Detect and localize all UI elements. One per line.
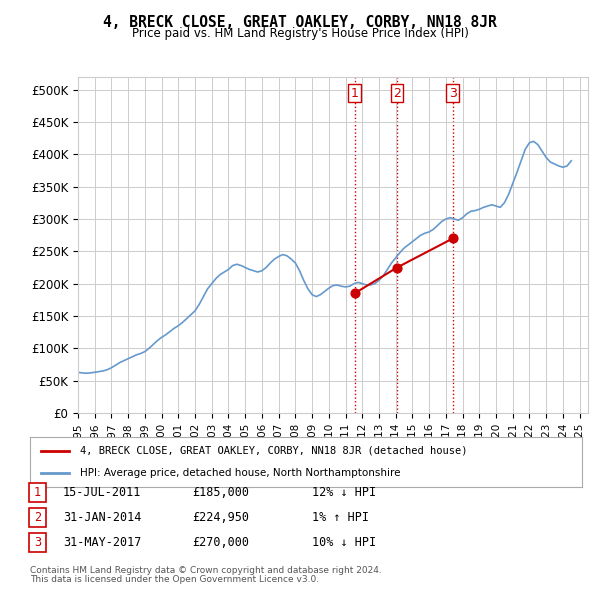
Text: 10% ↓ HPI: 10% ↓ HPI — [312, 536, 376, 549]
Text: 15-JUL-2011: 15-JUL-2011 — [63, 486, 142, 499]
Text: 1: 1 — [350, 87, 359, 100]
Text: 31-MAY-2017: 31-MAY-2017 — [63, 536, 142, 549]
Text: 1% ↑ HPI: 1% ↑ HPI — [312, 511, 369, 524]
Point — [350, 289, 359, 298]
Text: £224,950: £224,950 — [192, 511, 249, 524]
Text: HPI: Average price, detached house, North Northamptonshire: HPI: Average price, detached house, Nort… — [80, 468, 400, 478]
Text: 4, BRECK CLOSE, GREAT OAKLEY, CORBY, NN18 8JR (detached house): 4, BRECK CLOSE, GREAT OAKLEY, CORBY, NN1… — [80, 445, 467, 455]
Text: £270,000: £270,000 — [192, 536, 249, 549]
Text: 2: 2 — [393, 87, 401, 100]
Text: 1: 1 — [34, 486, 41, 499]
Text: 31-JAN-2014: 31-JAN-2014 — [63, 511, 142, 524]
Text: Price paid vs. HM Land Registry's House Price Index (HPI): Price paid vs. HM Land Registry's House … — [131, 27, 469, 40]
Text: 4, BRECK CLOSE, GREAT OAKLEY, CORBY, NN18 8JR: 4, BRECK CLOSE, GREAT OAKLEY, CORBY, NN1… — [103, 15, 497, 30]
Text: 2: 2 — [34, 511, 41, 524]
Point — [448, 234, 458, 243]
Text: 12% ↓ HPI: 12% ↓ HPI — [312, 486, 376, 499]
Text: 3: 3 — [449, 87, 457, 100]
Text: This data is licensed under the Open Government Licence v3.0.: This data is licensed under the Open Gov… — [30, 575, 319, 584]
Text: Contains HM Land Registry data © Crown copyright and database right 2024.: Contains HM Land Registry data © Crown c… — [30, 566, 382, 575]
Point — [392, 263, 402, 272]
Text: 3: 3 — [34, 536, 41, 549]
Text: £185,000: £185,000 — [192, 486, 249, 499]
